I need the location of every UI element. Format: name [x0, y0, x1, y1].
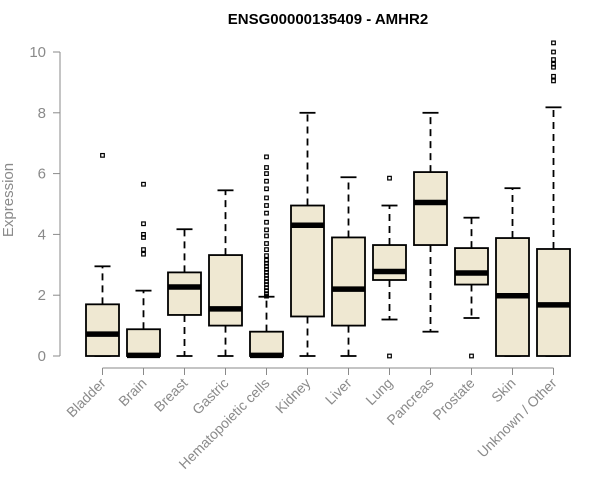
outlier-point [387, 175, 392, 181]
outlier-point [141, 251, 146, 257]
box-8 [413, 111, 448, 333]
outlier-point [264, 195, 269, 201]
box-iqr [249, 330, 284, 357]
x-tick-label: Kidney [272, 375, 314, 417]
outlier-point [264, 241, 269, 246]
outlier-point [141, 221, 146, 227]
y-tick-label: 10 [29, 44, 46, 61]
outlier-point [264, 227, 269, 233]
x-tick-label: Skin [488, 375, 519, 406]
box-iqr [85, 303, 120, 357]
outlier-point [264, 186, 269, 192]
outlier-point [551, 57, 556, 62]
outlier-point [264, 219, 269, 225]
box-iqr [454, 247, 489, 286]
box-1 [126, 181, 161, 359]
box-10 [495, 187, 530, 357]
outlier-point [264, 257, 269, 263]
outlier-point [264, 171, 269, 177]
y-tick-label: 8 [38, 105, 46, 122]
x-tick-label: Prostate [429, 375, 477, 423]
outlier-point [264, 154, 269, 160]
box-3 [208, 189, 243, 357]
box-iqr [290, 204, 325, 318]
x-tick-label: Brain [115, 375, 149, 409]
outlier-point [141, 232, 146, 237]
outlier-point [141, 247, 146, 253]
y-tick-label: 6 [38, 166, 46, 183]
box-iqr [413, 171, 448, 246]
chart-title: ENSG00000135409 - AMHR2 [228, 11, 428, 28]
y-axis-label: Expression [0, 163, 17, 237]
outlier-point [264, 178, 269, 184]
outlier-point [387, 353, 392, 359]
outlier-point [100, 152, 105, 158]
outlier-point [264, 253, 269, 259]
outlier-point [264, 203, 269, 208]
box-0 [85, 152, 120, 357]
box-iqr [331, 236, 366, 327]
x-tick-label: Lung [362, 375, 395, 408]
box-5 [290, 111, 325, 357]
box-iqr [372, 244, 407, 281]
outlier-point [264, 233, 269, 239]
box-iqr [126, 328, 161, 357]
box-2 [167, 228, 202, 357]
outlier-point [551, 78, 556, 84]
box-4 [249, 154, 284, 359]
outlier-point [264, 293, 269, 299]
outlier-point [551, 61, 556, 67]
outlier-point [264, 247, 269, 253]
x-tick-label: Breast [151, 375, 191, 415]
box-9 [454, 216, 489, 359]
x-tick-label: Bladder [63, 375, 109, 421]
y-tick-label: 0 [38, 348, 46, 365]
y-axis: 0 2 4 6 8 10 [29, 44, 61, 365]
outlier-point [141, 181, 146, 187]
outlier-point [551, 73, 556, 79]
outlier-point [469, 353, 474, 359]
box-7 [372, 175, 407, 359]
box-6 [331, 176, 366, 357]
outlier-point [551, 40, 556, 46]
box-iqr [208, 254, 243, 327]
y-tick-label: 2 [38, 287, 46, 304]
outlier-point [264, 210, 269, 216]
outlier-point [551, 49, 556, 55]
box-iqr [167, 271, 202, 316]
boxes [85, 40, 571, 359]
x-tick-label: Liver [322, 375, 355, 408]
y-tick-label: 4 [38, 226, 46, 243]
outlier-point [264, 165, 269, 170]
box-11 [536, 40, 571, 357]
